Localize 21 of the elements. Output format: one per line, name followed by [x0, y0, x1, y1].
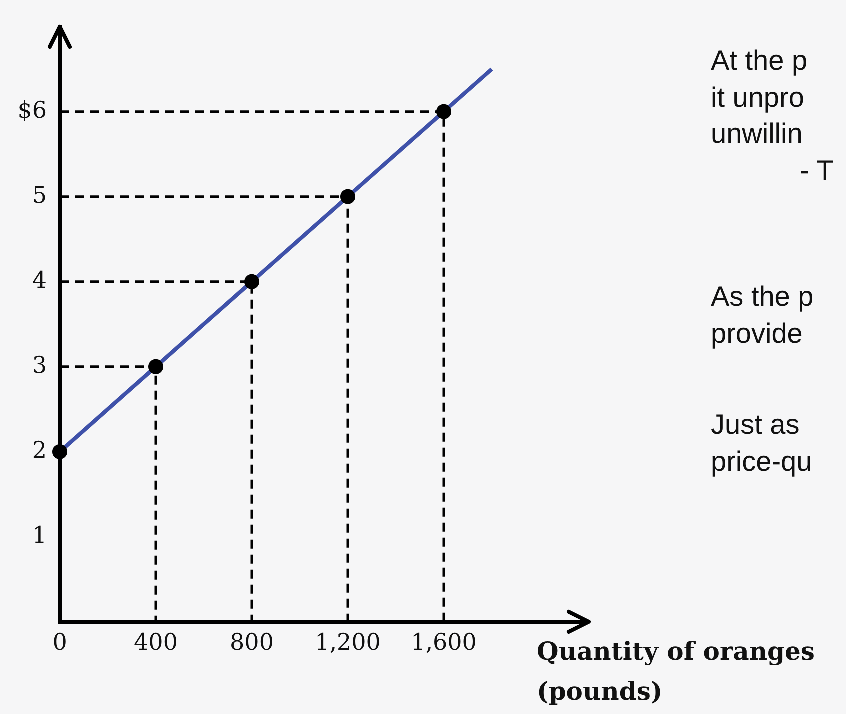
point: [148, 359, 164, 374]
point: [244, 274, 260, 290]
text: As the p provide: [711, 280, 814, 351]
x-tick-label: 800: [230, 630, 274, 656]
y-tick-label: 1: [32, 522, 47, 549]
x-axis-title: Quantity of oranges (pounds): [537, 636, 815, 708]
y-tick-label: 2: [32, 438, 47, 464]
text: Just as price-qu: [711, 408, 812, 479]
x-tick-label: 1,200: [315, 630, 381, 656]
y-tick-label: 4: [32, 268, 47, 294]
y-tick-label: 5: [32, 182, 47, 209]
text: - T: [800, 154, 834, 188]
y-tick-label: 3: [32, 352, 47, 379]
y-tick-label: $6: [18, 98, 47, 124]
point: [436, 104, 452, 120]
text: At the p it unpro unwillin: [711, 44, 808, 151]
x-tick-label: 400: [134, 630, 178, 656]
x-tick-label: 1,600: [411, 630, 477, 656]
x-tick-label: 0: [52, 630, 68, 656]
point: [52, 444, 68, 460]
point: [340, 189, 356, 204]
